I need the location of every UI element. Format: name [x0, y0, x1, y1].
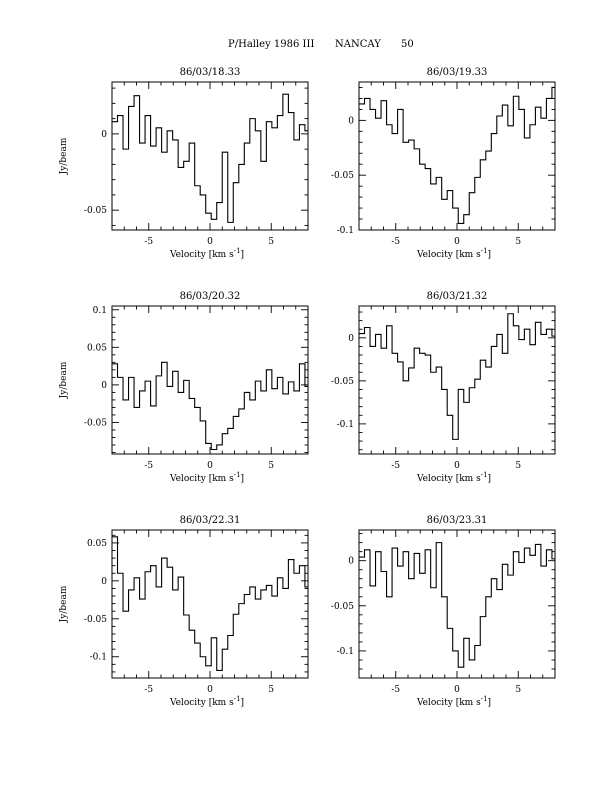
x-tick-label: 5 [268, 461, 274, 471]
x-tick-label: 5 [515, 685, 521, 695]
x-tick-label: -5 [144, 461, 153, 471]
x-axis-label: Velocity [km s-1] [416, 247, 491, 260]
y-tick-label: 0.1 [93, 306, 107, 316]
y-tick-label: -0.1 [337, 420, 354, 430]
y-tick-label: 0.05 [87, 539, 107, 549]
y-tick-label: 0 [348, 116, 354, 126]
y-tick-label: 0 [348, 334, 354, 344]
y-tick-label: 0 [348, 557, 354, 567]
plot-frame [111, 529, 309, 679]
x-tick-label: 0 [207, 461, 213, 471]
y-tick-label: -0.1 [337, 226, 354, 236]
x-tick-label: 0 [454, 461, 460, 471]
panel-title: 86/03/20.32 [180, 291, 241, 302]
panel-title: 86/03/21.32 [427, 291, 488, 302]
x-axis-label: Velocity [km s-1] [416, 471, 491, 484]
panel-title: 86/03/23.31 [427, 515, 488, 526]
spectrum-trace [112, 536, 308, 671]
x-tick-label: 5 [515, 237, 521, 247]
y-tick-label: -0.1 [337, 647, 354, 657]
spectrum-panel-2: 86/03/19.33 -5 0 5 0 -0.05 -0.1 Velocity [km s-… [331, 67, 556, 260]
spectrum-trace [359, 313, 555, 440]
spectrum-trace [112, 361, 308, 451]
station-title: NANCAY [335, 39, 381, 50]
y-tick-label: -0.05 [331, 171, 354, 181]
x-axis-label: Velocity [km s-1] [416, 695, 491, 708]
x-tick-label: -5 [144, 685, 153, 695]
panel-title: 86/03/18.33 [180, 67, 241, 78]
spectrum-panel-5: 86/03/22.31 -5 0 5 0.05 0 -0.05 -0.1 Velocity [k… [59, 515, 309, 708]
x-tick-label: 0 [454, 685, 460, 695]
x-tick-label: -5 [391, 461, 400, 471]
spectrum-panel-4: 86/03/21.32 -5 0 5 0 -0.05 -0.1 Velocity [km s-… [331, 291, 556, 484]
x-axis-label: Velocity [km s-1] [169, 247, 244, 260]
x-tick-label: 0 [454, 237, 460, 247]
y-axis-label: Jy/beam [59, 137, 69, 175]
x-tick-label: -5 [391, 685, 400, 695]
x-axis-label: Velocity [km s-1] [169, 471, 244, 484]
comet-title: P/Halley 1986 III [228, 39, 314, 50]
spectrum-trace [112, 93, 308, 223]
spectrum-panel-1: 86/03/18.33 -5 0 5 0 -0.05 Velocity [km s-1] Jy… [59, 67, 309, 260]
spectra-grid: 86/03/18.33 -5 0 5 0 -0.05 Velocity [km s-1] Jy… [59, 67, 556, 708]
x-tick-label: 5 [268, 685, 274, 695]
y-tick-label: -0.05 [84, 615, 107, 625]
plot-frame [111, 305, 309, 455]
y-tick-label: -0.05 [84, 418, 107, 428]
y-tick-label: 0 [101, 130, 107, 140]
spectrum-panel-6: 86/03/23.31 -5 0 5 0 -0.05 -0.1 Velocity [km s-… [331, 515, 556, 708]
y-tick-label: 0 [101, 577, 107, 587]
plot-frame [358, 305, 556, 455]
spectrum-panel-3: 86/03/20.32 -5 0 5 0.1 0.05 0 -0.05 Velocity [km… [59, 291, 309, 484]
x-tick-label: 0 [207, 237, 213, 247]
x-tick-label: -5 [144, 237, 153, 247]
plot-frame [358, 529, 556, 679]
x-axis-label: Velocity [km s-1] [169, 695, 244, 708]
panel-title: 86/03/19.33 [427, 67, 488, 78]
y-tick-label: -0.05 [331, 602, 354, 612]
y-tick-label: 0 [101, 381, 107, 391]
x-tick-label: -5 [391, 237, 400, 247]
plot-frame [111, 81, 309, 231]
y-tick-label: -0.05 [84, 206, 107, 216]
y-tick-label: 0.05 [87, 343, 107, 353]
page-number: 50 [401, 39, 414, 50]
spectrum-trace [359, 542, 555, 668]
panel-title: 86/03/22.31 [180, 515, 241, 526]
x-tick-label: 5 [515, 461, 521, 471]
x-tick-label: 5 [268, 237, 274, 247]
x-tick-label: 0 [207, 685, 213, 695]
y-tick-label: -0.1 [90, 653, 107, 663]
y-tick-label: -0.05 [331, 377, 354, 387]
spectrum-trace [359, 86, 555, 224]
y-axis-label: Jy/beam [59, 361, 69, 399]
y-axis-label: Jy/beam [59, 585, 69, 623]
